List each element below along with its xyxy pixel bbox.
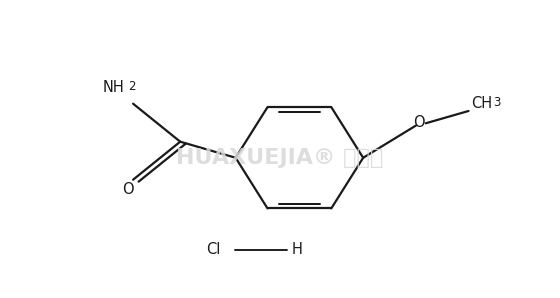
Text: 3: 3: [493, 96, 501, 109]
Text: O: O: [122, 182, 133, 198]
Text: H: H: [291, 242, 302, 257]
Text: NH: NH: [103, 80, 125, 95]
Text: 2: 2: [128, 80, 136, 93]
Text: CH: CH: [472, 96, 492, 111]
Text: Cl: Cl: [206, 242, 221, 257]
Text: HUAXUEJIA® 化学加: HUAXUEJIA® 化学加: [176, 148, 384, 168]
Text: O: O: [413, 115, 424, 130]
